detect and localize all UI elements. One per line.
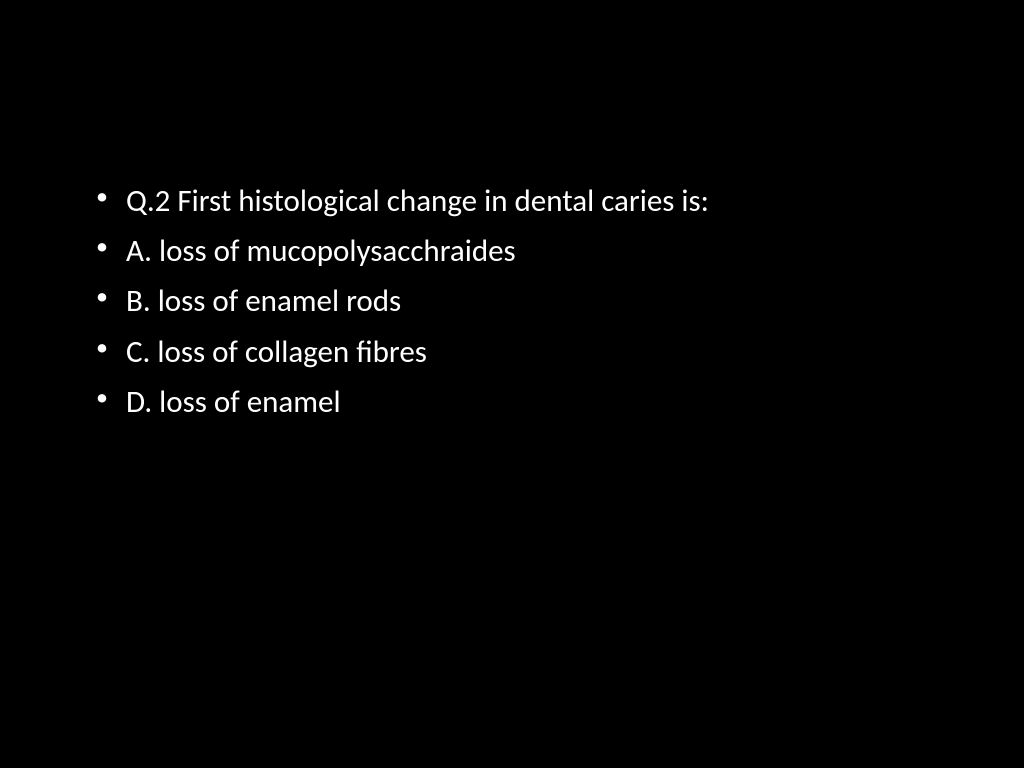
slide-content: Q.2 First histological change in dental … (0, 0, 1024, 427)
list-item: Q.2 First histological change in dental … (86, 176, 964, 226)
list-item: C. loss of collagen fibres (86, 327, 964, 377)
list-item: B. loss of enamel rods (86, 276, 964, 326)
bullet-list: Q.2 First histological change in dental … (86, 176, 964, 427)
list-item: A. loss of mucopolysacchraides (86, 226, 964, 276)
list-item: D. loss of enamel (86, 377, 964, 427)
